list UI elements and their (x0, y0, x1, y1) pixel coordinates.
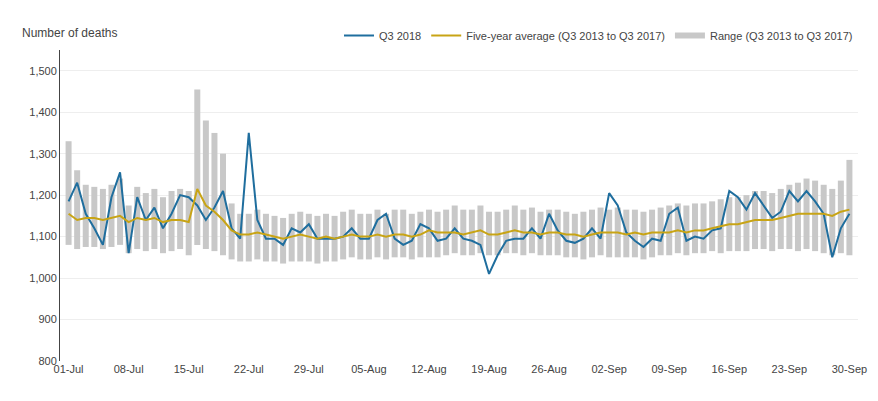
svg-text:15-Jul: 15-Jul (174, 363, 204, 375)
svg-text:1,000: 1,000 (29, 272, 57, 284)
svg-text:30-Sep: 30-Sep (832, 363, 867, 375)
svg-text:19-Aug: 19-Aug (471, 363, 506, 375)
svg-text:1,500: 1,500 (29, 65, 57, 77)
svg-text:Number of deaths: Number of deaths (22, 26, 117, 40)
svg-text:02-Sep: 02-Sep (591, 363, 626, 375)
svg-text:900: 900 (38, 313, 56, 325)
svg-text:Range (Q3 2013 to Q3 2017): Range (Q3 2013 to Q3 2017) (710, 30, 852, 42)
svg-text:Q3 2018: Q3 2018 (379, 30, 421, 42)
svg-text:01-Jul: 01-Jul (54, 363, 84, 375)
svg-text:26-Aug: 26-Aug (531, 363, 566, 375)
svg-text:08-Jul: 08-Jul (114, 363, 144, 375)
svg-text:1,100: 1,100 (29, 230, 57, 242)
svg-text:1,200: 1,200 (29, 189, 57, 201)
svg-text:05-Aug: 05-Aug (351, 363, 386, 375)
svg-text:12-Aug: 12-Aug (411, 363, 446, 375)
svg-text:09-Sep: 09-Sep (651, 363, 686, 375)
svg-text:23-Sep: 23-Sep (772, 363, 807, 375)
svg-text:16-Sep: 16-Sep (712, 363, 747, 375)
svg-text:Five-year average (Q3 2013 to: Five-year average (Q3 2013 to Q3 2017) (466, 30, 665, 42)
svg-text:800: 800 (38, 355, 56, 367)
svg-text:22-Jul: 22-Jul (234, 363, 264, 375)
svg-text:1,400: 1,400 (29, 106, 57, 118)
svg-text:29-Jul: 29-Jul (294, 363, 324, 375)
svg-text:1,300: 1,300 (29, 148, 57, 160)
